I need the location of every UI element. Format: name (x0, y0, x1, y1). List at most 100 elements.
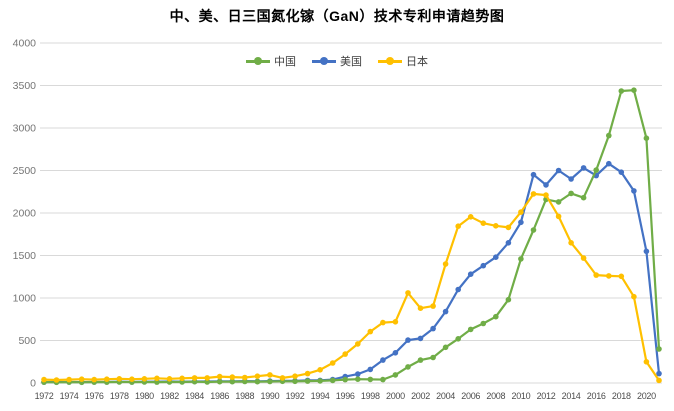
x-tick-label: 2010 (511, 391, 530, 401)
data-point-usa (505, 240, 512, 246)
data-point-china (329, 377, 336, 384)
data-point-japan (141, 376, 148, 382)
data-point-japan (568, 240, 574, 246)
data-point-china (367, 376, 374, 383)
data-point-japan (78, 376, 85, 383)
legend-item-china: 中国 (246, 53, 296, 69)
data-point-china (216, 378, 223, 385)
x-tick-label: 1994 (311, 391, 330, 401)
data-point-usa (455, 286, 462, 293)
x-tick-label: 2000 (386, 391, 405, 401)
data-point-japan (543, 192, 549, 198)
data-point-china (254, 378, 261, 385)
data-point-china (242, 378, 248, 385)
data-point-japan (66, 376, 72, 383)
legend-label-japan: 日本 (406, 56, 428, 68)
data-point-usa (518, 219, 524, 226)
data-point-usa (392, 350, 399, 356)
data-point-usa (643, 248, 650, 255)
data-point-japan (355, 341, 361, 347)
data-point-china (229, 378, 236, 385)
data-point-china (631, 87, 637, 93)
chart-title: 中、美、日三国氮化镓（GaN）技术专利申请趋势图 (169, 8, 505, 24)
data-point-china (455, 336, 462, 342)
data-point-japan (304, 370, 311, 377)
series-japan (41, 191, 662, 384)
data-point-usa (580, 165, 587, 171)
data-point-china (292, 378, 298, 385)
data-point-japan (242, 374, 248, 381)
x-tick-label: 1972 (35, 391, 54, 401)
x-tick-label: 1982 (160, 391, 179, 401)
legend-label-usa: 美国 (340, 56, 362, 68)
legend-marker-japan-icon (378, 57, 402, 65)
x-tick-label: 2016 (587, 391, 606, 401)
legend-item-usa: 美国 (312, 53, 362, 69)
data-point-china (530, 227, 537, 233)
data-point-japan (618, 273, 625, 280)
data-point-china (442, 344, 449, 351)
data-point-japan (643, 359, 650, 365)
data-point-japan (216, 373, 223, 380)
data-point-japan (656, 377, 662, 384)
data-point-japan (367, 328, 374, 335)
data-point-japan (129, 376, 135, 383)
data-point-usa (442, 308, 449, 315)
data-point-usa (656, 370, 662, 377)
x-tick-label: 1992 (286, 391, 305, 401)
legend-marker-china-icon (246, 57, 270, 65)
data-point-japan (204, 375, 210, 381)
data-point-japan (342, 351, 349, 357)
data-point-japan (455, 223, 462, 229)
data-point-usa (467, 271, 474, 278)
data-point-usa (555, 167, 562, 174)
data-point-japan (154, 375, 160, 382)
data-point-china (355, 376, 361, 383)
data-point-china (643, 135, 650, 141)
legend-item-japan: 日本 (378, 53, 428, 69)
data-point-japan (392, 319, 399, 325)
data-point-japan (480, 220, 487, 226)
data-point-japan (292, 373, 298, 380)
data-point-usa (631, 188, 637, 194)
x-tick-label: 1984 (185, 391, 204, 401)
data-point-china (392, 372, 399, 378)
data-point-usa (380, 357, 386, 363)
data-point-japan (166, 376, 173, 382)
data-point-japan (229, 374, 236, 380)
data-point-china (304, 378, 311, 384)
x-tick-label: 1986 (210, 391, 229, 401)
data-point-japan (467, 214, 474, 220)
legend-marker-usa-icon (312, 57, 336, 65)
data-point-usa (530, 171, 537, 178)
x-tick-label: 1990 (260, 391, 279, 401)
data-point-japan (430, 303, 436, 309)
data-point-china (580, 194, 587, 201)
data-point-japan (116, 376, 123, 382)
data-point-japan (405, 290, 411, 296)
x-tick-label: 1978 (110, 391, 129, 401)
data-point-china (204, 379, 210, 385)
data-point-china (606, 132, 612, 139)
series-line-japan (42, 192, 661, 382)
data-point-china (467, 326, 474, 333)
data-point-china (493, 313, 499, 320)
data-point-japan (505, 224, 512, 231)
data-point-japan (191, 375, 198, 381)
data-point-japan (518, 209, 524, 215)
x-tick-label: 2008 (486, 391, 505, 401)
x-axis-tick-labels: 1972 1974 1976 1978 1980 1982 1984 1986 1988 1990… (35, 391, 657, 401)
y-tick-label: 2000 (13, 208, 37, 220)
data-point-japan (493, 223, 499, 229)
y-tick-label: 0 (30, 378, 36, 390)
data-point-japan (329, 360, 336, 366)
data-point-china (568, 190, 574, 197)
x-tick-label: 1980 (135, 391, 154, 401)
data-point-japan (555, 213, 562, 220)
chart-legend: 中国 美国 日本 (0, 53, 674, 69)
data-point-china (505, 296, 512, 303)
data-point-usa (367, 366, 374, 373)
data-point-usa (480, 262, 487, 269)
